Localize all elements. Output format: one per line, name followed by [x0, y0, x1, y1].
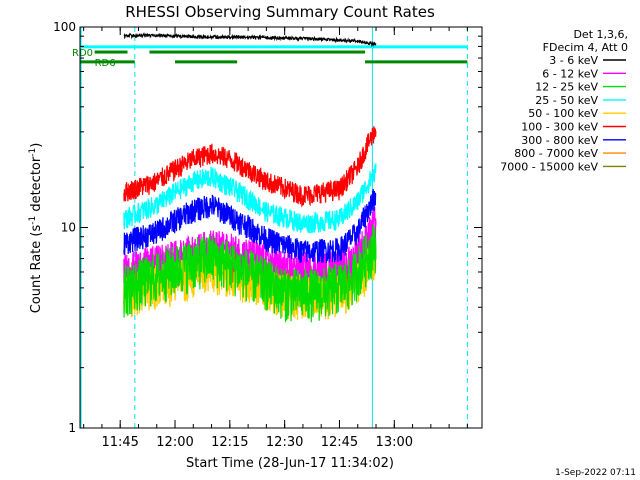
attenuator-status-bar: [80, 45, 468, 49]
y-tick-label: 10: [61, 221, 76, 235]
y-axis-label-main: Count Rate (s: [29, 225, 44, 314]
legend-entry-label: 25 - 50 keV: [535, 94, 598, 107]
y-axis-label-end: ): [29, 143, 44, 148]
rd-status-segment: [175, 60, 238, 64]
legend-entry-label: 300 - 800 keV: [521, 134, 598, 147]
legend-entry-label: 12 - 25 keV: [535, 81, 598, 94]
rd0-annotation: RD0: [72, 48, 93, 59]
y-axis-label-sup1: -1: [28, 216, 38, 225]
legend-header-line: FDecim 4, Att 0: [543, 41, 628, 54]
x-axis-label: Start Time (28-Jun-17 11:34:02): [186, 456, 394, 471]
x-tick-label: 13:00: [376, 435, 413, 450]
rd-status-segment: [94, 50, 128, 54]
series-line: [123, 188, 377, 264]
x-tick-label: 11:45: [101, 435, 138, 450]
series-line: [123, 163, 377, 234]
chart-title: RHESSI Observing Summary Count Rates: [125, 3, 435, 21]
rd-status-segment: [149, 50, 366, 54]
legend-entry-label: 50 - 100 keV: [528, 107, 598, 120]
y-axis-label-sup2: -1: [28, 148, 38, 157]
legend-entry-label: 100 - 300 keV: [521, 121, 598, 134]
x-tick-label: 12:30: [266, 435, 303, 450]
axes-layer: 1 10 100 11:45 12:00 12:15 12:30 12:45 13:00: [53, 20, 483, 450]
series-line: [123, 224, 377, 323]
legend-entry-label: 6 - 12 keV: [542, 67, 598, 80]
series-line: [123, 32, 377, 48]
generation-timestamp: 1-Sep-2022 07:11: [555, 468, 636, 478]
y-axis-label: Count Rate (s-1 detector-1): [28, 143, 44, 314]
series-line: [123, 126, 377, 208]
rd-status-segment: [365, 60, 468, 64]
y-tick-label: 1: [68, 421, 76, 435]
x-tick-label: 12:45: [321, 435, 358, 450]
y-tick-label: 100: [53, 20, 76, 34]
legend-entry-label: 800 - 7000 keV: [514, 147, 598, 160]
x-tick-label: 12:00: [156, 435, 193, 450]
rd6-annotation: RD6: [95, 58, 116, 69]
legend-header-line: Det 1,3,6,: [573, 28, 628, 41]
y-axis-label-mid: detector: [29, 156, 44, 216]
x-tick-label: 12:15: [211, 435, 248, 450]
rd-status-segment: [80, 60, 135, 64]
legend-entry-label: 7000 - 15000 keV: [500, 160, 598, 173]
legend-entry-label: 3 - 6 keV: [549, 54, 598, 67]
